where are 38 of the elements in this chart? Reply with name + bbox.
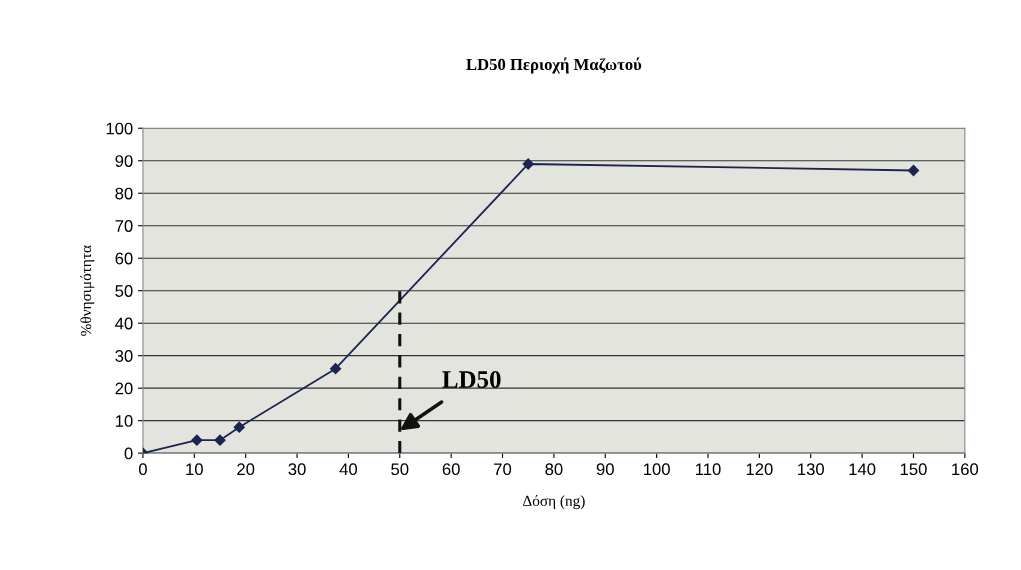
x-tick-label: 10 <box>186 463 203 476</box>
y-tick-label: 70 <box>115 220 133 232</box>
x-axis-title: Δόση (ng) <box>522 495 585 510</box>
y-tick-label: 10 <box>115 415 133 427</box>
x-tick-label: 60 <box>442 463 460 476</box>
chart-title: LD50 Περιοχή Μαζωτού <box>466 57 642 74</box>
y-tick-label: 20 <box>115 382 133 395</box>
point <box>191 434 203 446</box>
x-tick-label: 30 <box>288 463 306 476</box>
point <box>907 164 920 177</box>
y-tick-label: 0 <box>124 447 133 460</box>
y-tick-label: 50 <box>115 285 133 297</box>
x-tick-label: 110 <box>695 463 721 476</box>
x-tick-label: 120 <box>746 463 773 476</box>
y-tick-label: 80 <box>115 187 133 200</box>
y-axis-title: %θνησιμότητα <box>80 245 95 336</box>
point <box>522 158 534 170</box>
annotation: LD50 <box>442 371 501 388</box>
x-tick-label: 100 <box>644 463 670 476</box>
point <box>233 421 245 433</box>
x-tick-label: 140 <box>849 463 876 476</box>
y-tick-label: 90 <box>115 155 133 167</box>
x-tick-label: 70 <box>494 463 512 476</box>
x-tick-label: 0 <box>138 463 147 476</box>
x-tick-label: 20 <box>237 463 255 476</box>
x-tick-label: 160 <box>952 463 979 476</box>
y-tick-label: 100 <box>106 122 133 135</box>
y-tick-label: 40 <box>115 317 133 330</box>
x-tick-label: 40 <box>339 463 358 476</box>
y-tick-label: 60 <box>115 252 133 265</box>
x-tick-label: 150 <box>900 463 927 476</box>
x-tick-label: 80 <box>545 463 563 476</box>
point <box>329 363 342 375</box>
point <box>214 434 226 446</box>
x-tick-label: 130 <box>798 463 824 476</box>
x-tick-label: 90 <box>596 463 614 476</box>
y-tick-label: 30 <box>115 350 133 362</box>
x-tick-label: 50 <box>391 463 409 476</box>
